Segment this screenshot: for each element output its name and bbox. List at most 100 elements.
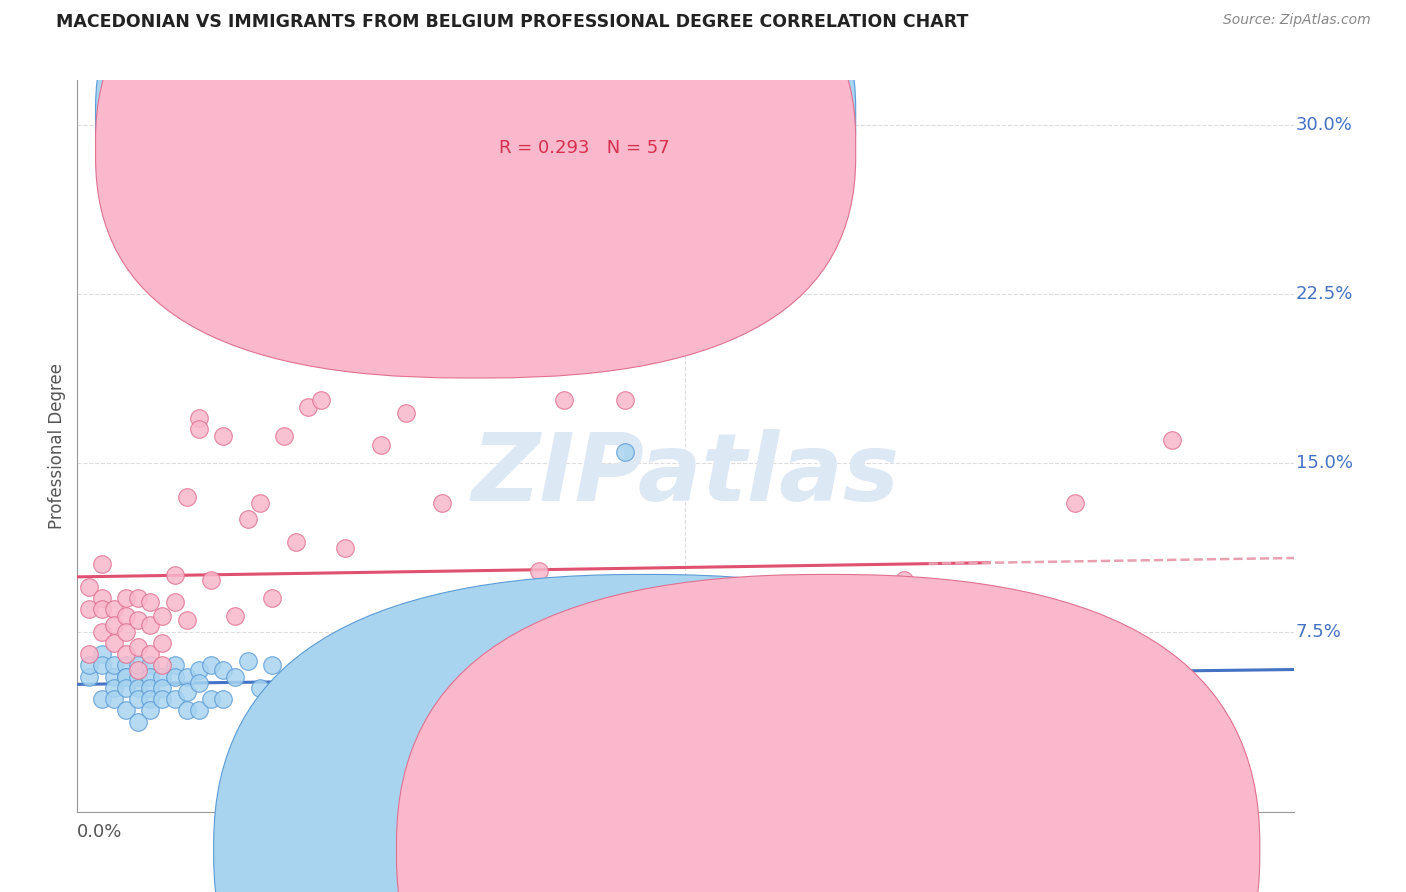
Text: Immigrants from Belgium: Immigrants from Belgium (844, 840, 1056, 858)
Point (139, 670, 162, 684)
Point (152, 608, 174, 623)
Point (127, 714, 149, 729)
Point (176, 614, 198, 628)
Point (90, 658, 112, 673)
Point (1063, 636, 1085, 650)
Point (333, 541, 356, 556)
Point (90, 602, 112, 616)
Point (152, 681, 174, 695)
Point (103, 618, 125, 632)
Point (176, 490, 198, 504)
Point (115, 670, 138, 684)
Point (127, 663, 149, 677)
Point (79, 647, 101, 661)
Point (212, 692, 235, 706)
Point (249, 496, 271, 510)
Point (176, 685, 198, 699)
FancyBboxPatch shape (96, 0, 856, 378)
Point (212, 429, 235, 443)
Point (115, 681, 138, 695)
Point (152, 670, 174, 684)
Point (249, 681, 271, 695)
Point (346, 354, 368, 368)
Point (309, 392, 332, 407)
Point (139, 647, 162, 661)
Text: 30.0%: 30.0% (1296, 116, 1353, 135)
Point (224, 670, 246, 684)
Point (127, 591, 149, 605)
FancyBboxPatch shape (441, 91, 758, 190)
Point (115, 670, 138, 684)
Point (893, 573, 915, 587)
Point (297, 400, 319, 414)
Point (163, 692, 186, 706)
Point (152, 636, 174, 650)
Point (127, 681, 149, 695)
Point (79, 670, 101, 684)
Point (139, 703, 162, 717)
Y-axis label: Professional Degree: Professional Degree (48, 363, 66, 529)
Point (395, 406, 418, 420)
Point (735, 670, 758, 684)
Point (479, 766, 502, 780)
Point (115, 658, 138, 673)
Text: R = 0.039   N = 63: R = 0.039 N = 63 (499, 109, 669, 127)
Point (553, 392, 575, 407)
Point (115, 647, 138, 661)
Point (115, 591, 138, 605)
Text: R = 0.293   N = 57: R = 0.293 N = 57 (499, 139, 671, 157)
Point (273, 681, 295, 695)
Point (139, 658, 162, 673)
Point (188, 663, 211, 677)
Point (370, 438, 392, 452)
Text: 15.0%: 15.0% (1296, 454, 1353, 472)
Point (188, 422, 211, 436)
Point (103, 636, 125, 650)
Point (224, 608, 246, 623)
Point (796, 766, 818, 780)
Point (456, 632, 478, 646)
Point (90, 624, 112, 639)
Point (430, 692, 453, 706)
Point (492, 714, 515, 729)
Point (346, 670, 368, 684)
Point (260, 591, 283, 605)
Point (139, 692, 162, 706)
Point (127, 640, 149, 655)
Point (613, 444, 636, 458)
Point (395, 670, 418, 684)
Point (115, 703, 138, 717)
Point (675, 618, 697, 632)
Point (430, 496, 453, 510)
Point (285, 703, 308, 717)
Point (127, 670, 149, 684)
Point (188, 703, 211, 717)
Point (613, 392, 636, 407)
Point (152, 692, 174, 706)
Point (333, 647, 356, 661)
Point (200, 658, 222, 673)
Point (139, 595, 162, 609)
Point (176, 703, 198, 717)
Point (188, 676, 211, 690)
Text: 0.0%: 0.0% (77, 822, 122, 840)
Point (152, 658, 174, 673)
Point (918, 748, 941, 763)
Point (163, 670, 186, 684)
FancyBboxPatch shape (96, 0, 856, 347)
Point (103, 602, 125, 616)
Point (103, 681, 125, 695)
Point (90, 591, 112, 605)
Point (163, 595, 186, 609)
Point (309, 670, 332, 684)
Point (176, 670, 198, 684)
Point (236, 512, 259, 526)
Point (139, 618, 162, 632)
Point (115, 624, 138, 639)
Point (163, 658, 186, 673)
Point (79, 602, 101, 616)
Point (103, 692, 125, 706)
Point (212, 663, 235, 677)
Text: Macedonians: Macedonians (661, 840, 770, 858)
Point (260, 658, 283, 673)
